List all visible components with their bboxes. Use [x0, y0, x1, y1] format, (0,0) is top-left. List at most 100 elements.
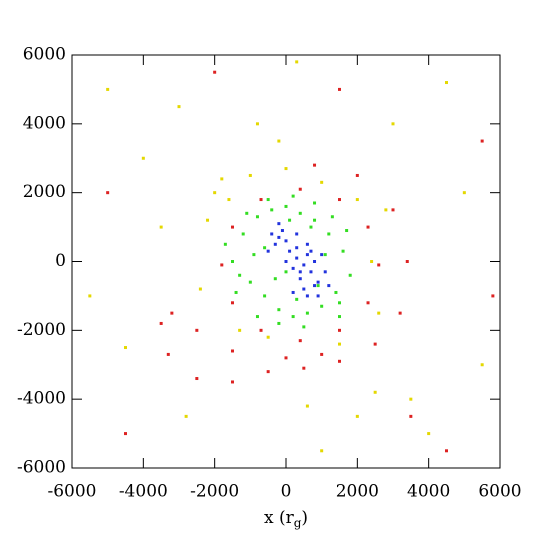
- point: [284, 260, 288, 263]
- point: [338, 342, 341, 346]
- point: [405, 260, 409, 263]
- y-tick-label: -4000: [17, 389, 66, 409]
- point: [305, 242, 309, 246]
- point: [377, 311, 381, 315]
- point: [166, 352, 170, 356]
- point: [391, 122, 395, 126]
- point: [231, 380, 234, 384]
- point: [313, 284, 317, 288]
- point: [341, 249, 345, 253]
- point: [320, 180, 324, 184]
- point: [298, 187, 302, 191]
- point: [195, 377, 199, 381]
- point: [259, 328, 263, 332]
- point: [184, 414, 188, 418]
- point: [284, 167, 288, 171]
- point: [263, 246, 267, 250]
- y-tick-label: 0: [55, 251, 66, 271]
- point: [313, 201, 317, 205]
- y-tick-label: 6000: [23, 45, 66, 65]
- point: [355, 414, 359, 418]
- point: [291, 290, 295, 294]
- point: [177, 105, 181, 109]
- point: [273, 277, 277, 281]
- point: [277, 139, 281, 143]
- point: [88, 294, 92, 298]
- point: [263, 294, 267, 298]
- point: [277, 308, 281, 312]
- point: [366, 301, 370, 305]
- x-label-end: ): [301, 508, 308, 528]
- point: [238, 273, 242, 277]
- point: [231, 349, 234, 353]
- point: [366, 225, 370, 229]
- point: [338, 315, 341, 319]
- point: [288, 218, 292, 222]
- point: [273, 242, 277, 246]
- point: [231, 260, 234, 263]
- point: [277, 321, 281, 325]
- point: [159, 321, 163, 325]
- point: [227, 198, 231, 202]
- point: [220, 263, 224, 267]
- point: [309, 270, 313, 274]
- point: [266, 249, 270, 253]
- point: [141, 156, 145, 160]
- point: [338, 87, 341, 91]
- point: [309, 249, 313, 253]
- point: [284, 356, 288, 360]
- point: [302, 325, 306, 329]
- point: [320, 352, 324, 356]
- point: [284, 270, 288, 274]
- point: [373, 342, 377, 346]
- y-tick-label: -2000: [17, 320, 66, 340]
- point: [334, 290, 338, 294]
- point: [305, 404, 309, 408]
- point: [266, 335, 270, 339]
- point: [313, 260, 317, 263]
- point: [295, 232, 299, 236]
- point: [320, 449, 324, 453]
- point: [348, 273, 352, 277]
- point: [124, 346, 127, 350]
- point: [195, 328, 199, 332]
- point: [252, 253, 256, 257]
- point: [270, 208, 274, 212]
- point: [480, 139, 484, 143]
- point: [213, 70, 217, 74]
- point: [291, 315, 295, 319]
- point: [298, 211, 302, 215]
- x-label-main: x (r: [264, 508, 295, 528]
- point: [255, 122, 259, 126]
- point: [298, 339, 302, 343]
- point: [316, 280, 320, 284]
- point: [313, 163, 317, 167]
- point: [323, 253, 327, 257]
- x-tick-label: -4000: [119, 482, 168, 502]
- point: [223, 242, 227, 246]
- point: [234, 290, 238, 294]
- point: [198, 287, 202, 291]
- x-tick-label: 2000: [336, 482, 379, 502]
- point: [398, 311, 402, 315]
- point: [338, 301, 341, 305]
- x-tick-label: 6000: [478, 482, 521, 502]
- point: [338, 198, 341, 202]
- point: [291, 194, 295, 198]
- point: [302, 287, 306, 291]
- point: [206, 218, 210, 222]
- point: [323, 270, 327, 274]
- point: [277, 222, 281, 226]
- point: [316, 284, 320, 288]
- x-tick-label: -6000: [47, 482, 96, 502]
- point: [259, 198, 263, 202]
- y-tick-label: 4000: [23, 113, 66, 133]
- point: [320, 253, 324, 257]
- point: [231, 301, 234, 305]
- point: [295, 297, 299, 301]
- point: [170, 311, 174, 315]
- point: [391, 208, 395, 212]
- point: [345, 229, 349, 233]
- point: [445, 449, 448, 453]
